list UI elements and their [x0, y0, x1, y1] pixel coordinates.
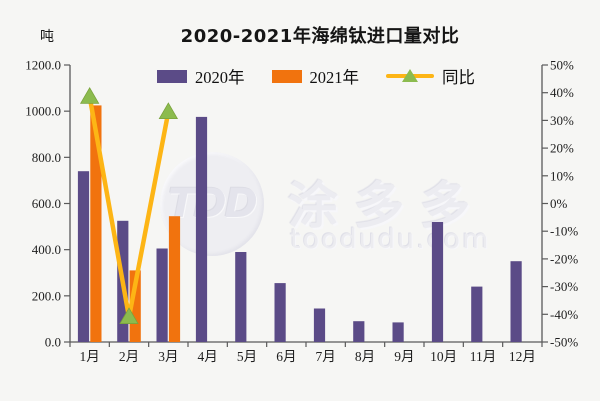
bar-2020年-10月 — [431, 222, 444, 342]
legend-label-2021: 2021年 — [309, 68, 360, 87]
right-axis-tick-label: 40% — [550, 85, 574, 100]
right-axis-tick-label: 0% — [550, 196, 568, 211]
bar-2020年-9月 — [392, 322, 404, 342]
bar-2020年-11月 — [471, 286, 483, 342]
left-axis-tick-label: 400.0 — [32, 242, 61, 257]
right-axis-tick-label: -20% — [550, 251, 578, 266]
right-axis-tick-label: 50% — [550, 58, 574, 73]
legend-label-yoy: 同比 — [442, 68, 475, 87]
bar-2020年-6月 — [274, 283, 286, 342]
legend-swatch-2020 — [157, 69, 187, 83]
legend-line-triangle-marker — [386, 68, 434, 84]
left-axis-tick-label: 800.0 — [32, 150, 61, 165]
right-axis-tick-label: 30% — [550, 113, 574, 128]
x-axis-label: 11月 — [470, 349, 497, 364]
legend-swatch-2021 — [271, 69, 302, 83]
legend-item-2020: 2020年 — [157, 64, 245, 88]
x-axis-label: 12月 — [509, 349, 536, 364]
bar-2020年-7月 — [313, 308, 326, 342]
left-axis-unit-label: 吨 — [40, 30, 54, 45]
left-axis-tick-label: 1000.0 — [25, 104, 61, 119]
legend-item-2021: 2021年 — [271, 64, 360, 88]
bar-2021年-1月 — [90, 105, 102, 343]
x-axis-label: 4月 — [198, 349, 218, 364]
yoy-triangle-marker — [119, 307, 139, 324]
legend: 2020年 2021年 同比 — [157, 64, 475, 88]
bar-2020年-12月 — [510, 261, 522, 342]
yoy-triangle-marker — [158, 102, 179, 119]
bar-2020年-4月 — [195, 116, 208, 343]
x-axis-label: 6月 — [276, 349, 296, 364]
right-axis-tick-label: -40% — [550, 307, 578, 322]
left-axis-tick-label: 0.0 — [45, 335, 61, 350]
bar-2021年-3月 — [168, 216, 181, 342]
right-axis-tick-label: 10% — [550, 168, 574, 183]
x-axis-label: 1月 — [80, 349, 100, 364]
legend-item-yoy: 同比 — [386, 64, 475, 88]
legend-triangle-icon — [402, 69, 418, 82]
bar-2020年-8月 — [353, 321, 365, 342]
bar-2020年-3月 — [156, 248, 168, 342]
chart-title: 2020-2021年海绵钛进口量对比 — [180, 26, 460, 47]
legend-label-2020: 2020年 — [195, 68, 245, 87]
x-axis-label: 9月 — [394, 349, 414, 364]
left-axis-tick-label: 1200.0 — [25, 58, 61, 73]
x-axis-label: 10月 — [430, 349, 457, 364]
x-axis-label: 5月 — [237, 349, 257, 364]
left-axis-tick-label: 600.0 — [32, 196, 61, 211]
right-axis-tick-label: 20% — [550, 141, 574, 156]
bar-2020年-1月 — [77, 171, 90, 342]
right-axis-tick-label: -50% — [550, 335, 578, 350]
right-axis-tick-label: -10% — [550, 224, 578, 239]
x-axis-label: 8月 — [355, 349, 375, 364]
right-axis-tick-label: -30% — [550, 279, 578, 294]
bar-2020年-5月 — [235, 252, 247, 342]
x-axis-label: 2月 — [119, 349, 139, 364]
left-axis-tick-label: 200.0 — [32, 288, 61, 303]
bar-2021年-2月 — [129, 270, 141, 342]
x-axis-label: 3月 — [158, 349, 178, 364]
yoy-triangle-marker — [79, 87, 100, 104]
x-axis-label: 7月 — [316, 349, 336, 364]
